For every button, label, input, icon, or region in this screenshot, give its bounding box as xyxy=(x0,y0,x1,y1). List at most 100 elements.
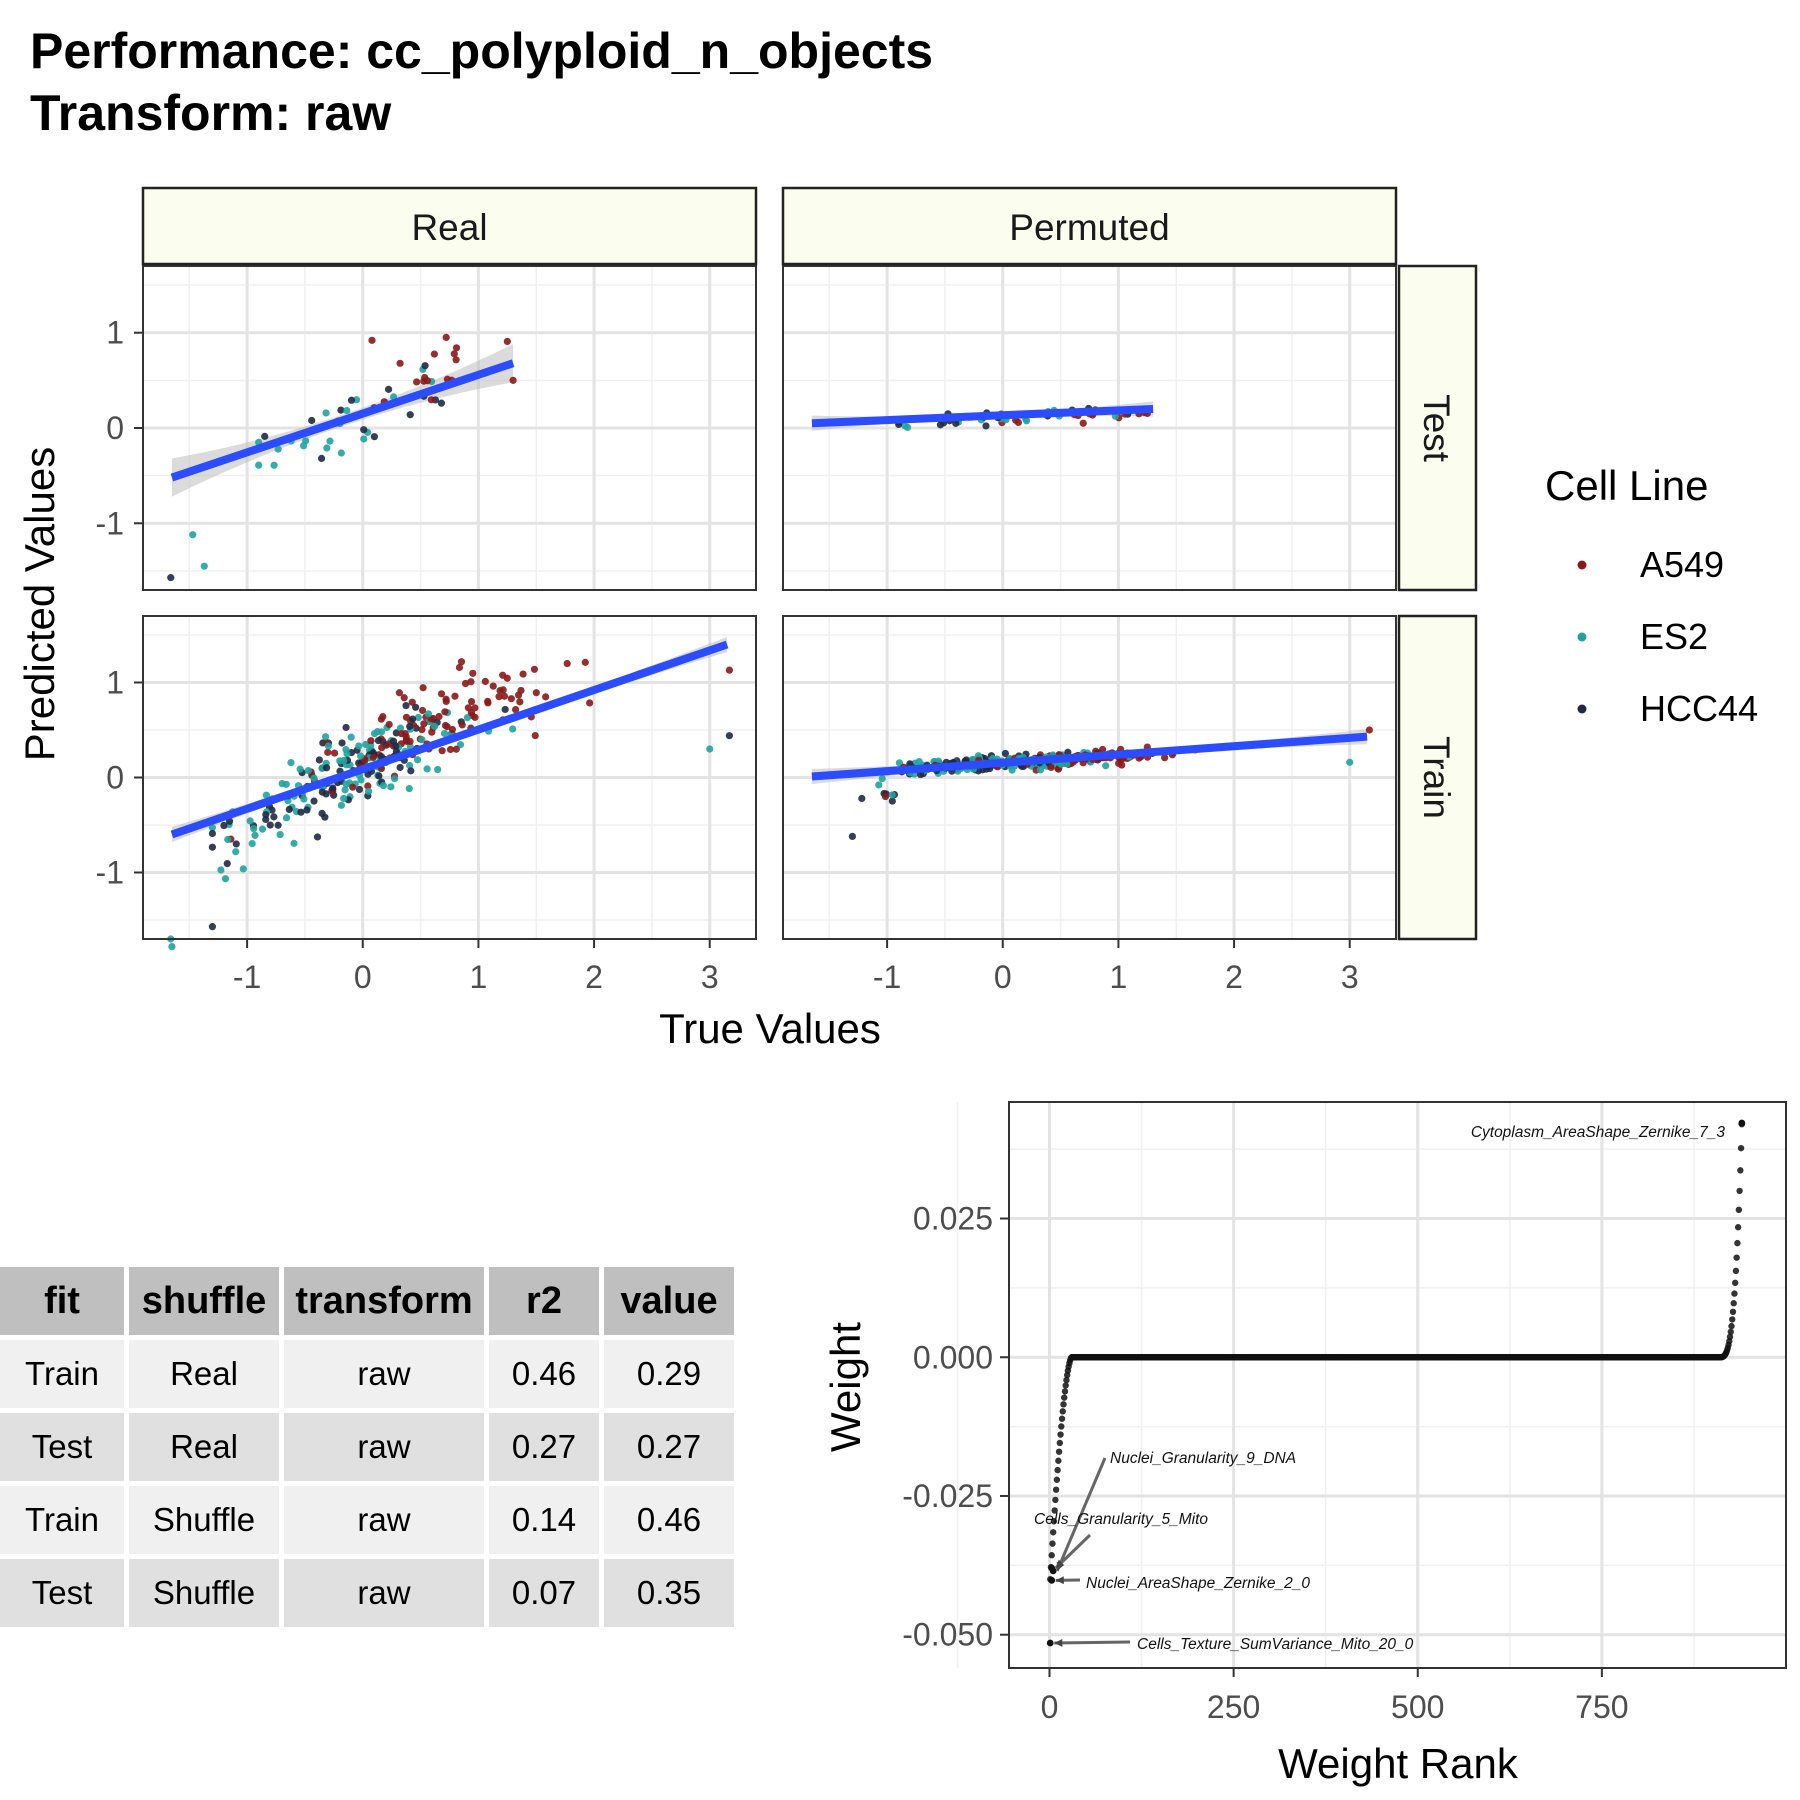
data-point-a549 xyxy=(1014,418,1023,427)
data-point-hcc44 xyxy=(310,797,318,805)
table-cell: Real xyxy=(129,1340,279,1408)
data-point-es2 xyxy=(324,742,332,750)
data-point-es2 xyxy=(365,787,373,795)
data-point-a549 xyxy=(509,376,517,384)
data-point-es2 xyxy=(387,783,395,791)
data-point-a549 xyxy=(408,698,416,706)
data-point-a549 xyxy=(516,698,524,706)
table-cell: raw xyxy=(284,1413,484,1481)
data-point-a549 xyxy=(369,753,377,762)
weight-point xyxy=(1734,1239,1741,1247)
data-point-hcc44 xyxy=(315,756,323,764)
y-tick-label: 1 xyxy=(106,665,124,701)
data-point-es2 xyxy=(463,714,471,722)
data-point-a549 xyxy=(503,337,511,346)
weight-point xyxy=(1729,1308,1737,1316)
data-point-hcc44 xyxy=(360,426,368,434)
data-point-es2 xyxy=(299,442,308,450)
y-tick-label: 0.025 xyxy=(913,1201,993,1237)
table-row: Train Real raw 0.46 0.29 xyxy=(0,1340,734,1408)
data-point-es2 xyxy=(300,795,308,803)
annotation-label: Cells_Granularity_5_Mito xyxy=(1034,1511,1208,1528)
data-point-a549 xyxy=(1118,761,1126,769)
data-point-a549 xyxy=(452,745,460,753)
data-point-a549 xyxy=(378,744,386,752)
y-axis-title: Predicted Values xyxy=(16,447,63,761)
panel-border xyxy=(1008,1101,1787,1669)
data-point-es2 xyxy=(258,825,267,833)
weight-point xyxy=(1048,1552,1055,1559)
col-header-r2: r2 xyxy=(489,1267,599,1335)
data-point-hcc44 xyxy=(888,797,896,805)
weight-rank-panel: Cytoplasm_AreaShape_Zernike_7_3 Nuclei_Gr… xyxy=(956,1101,1787,1669)
weight-point xyxy=(1737,1167,1744,1174)
x-tick-label: 0 xyxy=(994,959,1012,995)
data-point-hcc44 xyxy=(406,722,414,731)
data-point-es2 xyxy=(430,722,439,730)
data-point-a549 xyxy=(489,682,497,690)
data-point-es2 xyxy=(903,423,912,431)
x-tick-label: 0 xyxy=(354,959,372,995)
weight-point xyxy=(1731,1279,1739,1287)
weight-point xyxy=(1052,1486,1060,1493)
weight-point xyxy=(1054,1466,1061,1474)
regression-line xyxy=(811,404,1154,428)
data-point-a549 xyxy=(385,720,393,729)
regression-line xyxy=(170,359,515,482)
data-point-hcc44 xyxy=(407,767,415,775)
col-header-fit: fit xyxy=(0,1267,124,1335)
facet-strip-label: Real xyxy=(411,207,487,248)
data-point-hcc44 xyxy=(952,419,960,427)
data-point-es2 xyxy=(413,756,422,764)
data-point-es2 xyxy=(390,774,399,783)
table-header-row: fit shuffle transform r2 value xyxy=(0,1267,734,1335)
legend-label: ES2 xyxy=(1640,616,1708,657)
x-tick-label: 3 xyxy=(1341,959,1359,995)
data-point-a549 xyxy=(471,704,479,712)
data-point-a549 xyxy=(442,695,450,703)
weight-point xyxy=(1056,1439,1064,1447)
x-tick-label: 1 xyxy=(1110,959,1128,995)
facet-strip-row xyxy=(1397,264,1478,592)
data-point-a549 xyxy=(517,686,525,695)
data-point-es2 xyxy=(250,824,258,833)
y-tick-label: 0 xyxy=(106,760,124,796)
weight-point xyxy=(1063,1376,1070,1384)
data-point-a549 xyxy=(443,723,451,731)
data-point-hcc44 xyxy=(501,705,509,714)
data-point-es2 xyxy=(189,531,197,539)
data-point-hcc44 xyxy=(322,764,331,772)
x-axis-title: True Values xyxy=(659,1005,881,1052)
facet-panel-real-test xyxy=(142,265,757,591)
data-point-es2 xyxy=(310,774,318,782)
data-point-hcc44 xyxy=(421,362,429,370)
data-point-es2 xyxy=(456,741,465,749)
data-point-es2 xyxy=(405,784,413,793)
x-tick-label: 0 xyxy=(1041,1689,1059,1725)
data-point-a549 xyxy=(420,720,428,728)
page-title-line2: Transform: raw xyxy=(30,85,392,141)
weight-point xyxy=(1058,1423,1065,1430)
weight-point xyxy=(1733,1254,1740,1261)
data-point-a549 xyxy=(563,659,571,668)
data-point-a549 xyxy=(586,699,594,707)
data-point-es2 xyxy=(1102,762,1110,770)
weight-point xyxy=(1050,1518,1058,1525)
data-point-a549 xyxy=(503,674,511,682)
data-point-es2 xyxy=(340,756,348,765)
legend-title: Cell Line xyxy=(1545,462,1708,509)
legend-key-hcc44 xyxy=(1577,704,1587,714)
data-point-es2 xyxy=(239,865,247,873)
table-cell: 0.07 xyxy=(489,1559,599,1627)
col-header-value: value xyxy=(604,1267,734,1335)
data-point-es2 xyxy=(440,729,449,738)
weight-point xyxy=(1060,1401,1067,1408)
weight-point xyxy=(1055,1448,1063,1455)
data-point-es2 xyxy=(200,562,208,570)
data-point-es2 xyxy=(262,791,270,799)
annotation-label: Nuclei_AreaShape_Zernike_2_0 xyxy=(1086,1575,1310,1592)
data-point-es2 xyxy=(888,791,896,799)
data-point-es2 xyxy=(278,780,286,788)
data-point-es2 xyxy=(357,776,365,784)
metrics-table: fit shuffle transform r2 value Train Rea… xyxy=(0,1262,739,1632)
